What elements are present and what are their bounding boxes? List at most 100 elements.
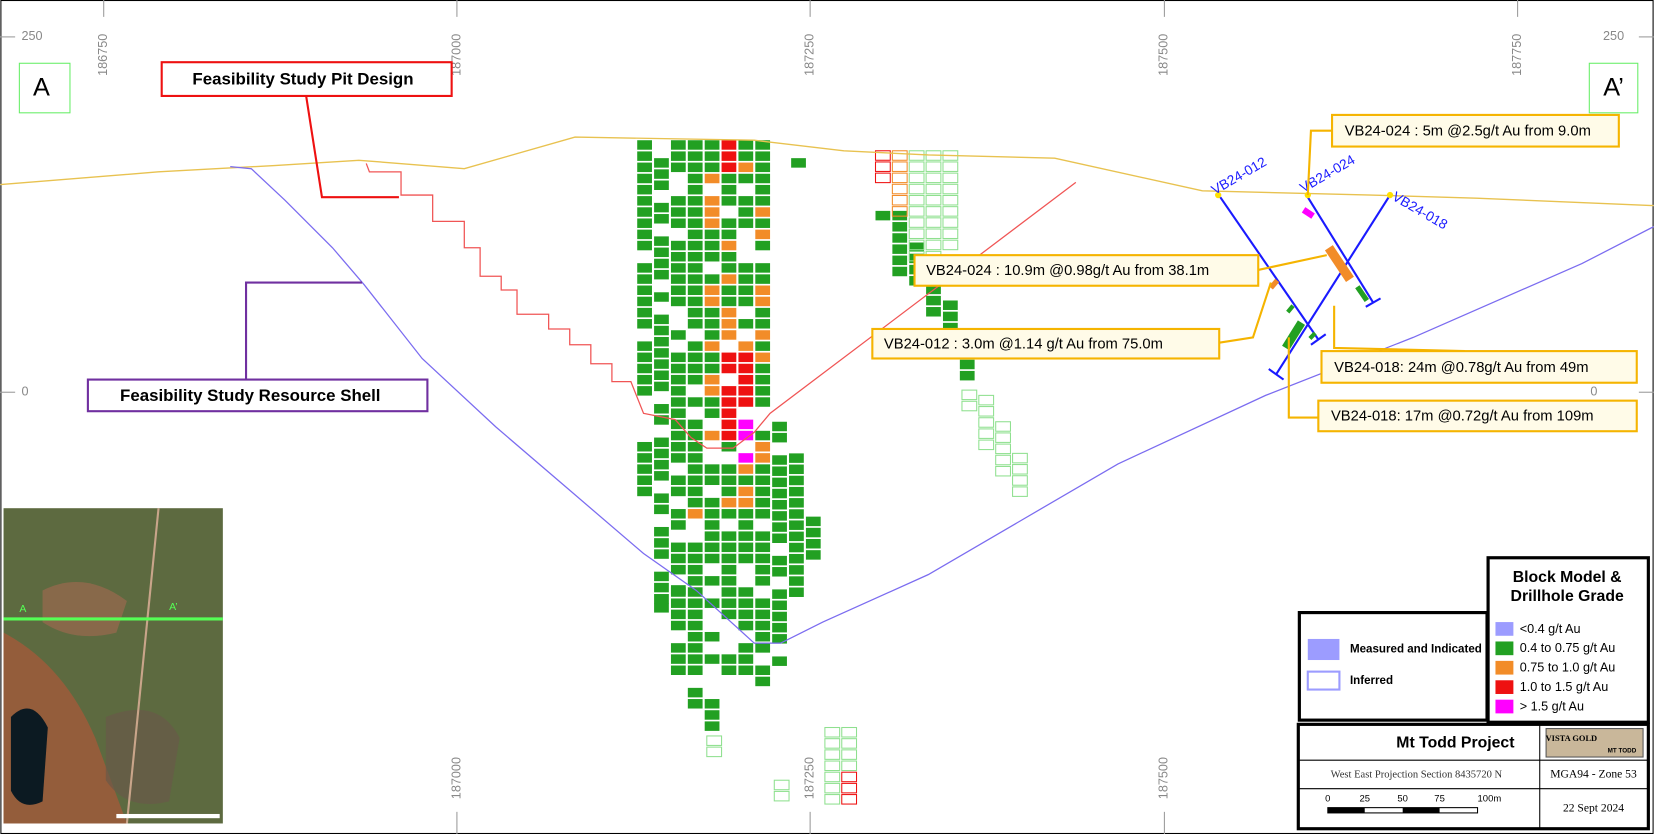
block [704, 319, 720, 329]
legend-swatch [1307, 638, 1340, 661]
block [908, 239, 925, 251]
block [908, 217, 925, 228]
block [654, 549, 669, 559]
block [738, 620, 754, 631]
block [738, 374, 754, 385]
block [654, 325, 669, 336]
block [755, 553, 771, 564]
block [738, 609, 754, 620]
block [772, 466, 787, 476]
block [772, 634, 787, 644]
block [721, 464, 737, 474]
legend-title: Drillhole Grade [1511, 588, 1624, 605]
block [687, 453, 703, 463]
block [670, 374, 686, 385]
block [687, 475, 703, 486]
block [805, 550, 821, 560]
block [892, 266, 908, 277]
block [670, 363, 686, 374]
block [841, 726, 858, 738]
block [755, 620, 771, 631]
block [942, 322, 958, 333]
block [704, 173, 720, 184]
block [721, 319, 737, 329]
block [687, 162, 703, 173]
block [1012, 452, 1028, 464]
block [738, 430, 754, 441]
block [925, 161, 942, 172]
block [891, 194, 908, 206]
block [824, 771, 841, 783]
block [978, 406, 995, 417]
block [755, 576, 771, 586]
block [824, 749, 841, 760]
block [755, 296, 771, 307]
block [721, 564, 737, 575]
inset-map [3, 508, 223, 824]
block [789, 453, 804, 463]
block [892, 222, 908, 232]
block [670, 564, 686, 575]
block [670, 585, 686, 595]
block [721, 419, 737, 430]
block [704, 509, 720, 519]
block [687, 374, 703, 385]
block [1012, 475, 1028, 486]
section-label: A’ [1603, 73, 1624, 101]
block [755, 665, 771, 676]
block [704, 140, 720, 150]
block [687, 486, 703, 497]
legend-title: Block Model & [1513, 569, 1622, 586]
block [704, 542, 720, 553]
block [687, 620, 703, 631]
block [670, 251, 686, 262]
block [654, 571, 669, 582]
block [670, 240, 686, 251]
block [637, 184, 652, 195]
callout: VB24-018: 24m @0.78g/t Au from 49m [1334, 360, 1588, 376]
block [995, 421, 1011, 432]
legend-items: <0.4 g/t Au 0.4 to 0.75 g/t Au 0.75 to 1.0… [1495, 622, 1615, 713]
block [942, 194, 959, 206]
date-text: 22 Sept 2024 [1563, 801, 1624, 814]
block [978, 439, 995, 451]
scale-bar [1327, 807, 1479, 814]
block [805, 538, 821, 549]
inset-label: A’ [169, 601, 178, 613]
callout: VB24-018: 17m @0.72g/t Au from 109m [1331, 408, 1594, 424]
block [925, 239, 942, 251]
axis-label: 187250 [802, 34, 816, 76]
block [704, 397, 720, 407]
axis-label: 187500 [1157, 34, 1171, 76]
block [925, 183, 942, 195]
block [755, 643, 771, 653]
block [824, 726, 841, 738]
block [670, 352, 686, 363]
axis-label: 186750 [96, 34, 110, 76]
block [637, 352, 652, 363]
block [670, 274, 686, 284]
block [824, 794, 841, 805]
block [738, 520, 754, 530]
legend-swatch [1306, 670, 1341, 691]
block [687, 240, 703, 251]
block [755, 486, 771, 497]
block [704, 151, 720, 161]
block [704, 631, 720, 642]
block [772, 432, 787, 443]
block [637, 475, 652, 486]
block [755, 430, 771, 441]
block [687, 363, 703, 374]
block [637, 464, 652, 474]
block [704, 576, 720, 586]
block [824, 760, 841, 772]
section-text: West East Projection Section 8435720 N [1331, 769, 1503, 780]
block [841, 760, 858, 772]
block [755, 497, 771, 508]
block [654, 404, 669, 414]
block [687, 687, 703, 698]
block [908, 172, 925, 184]
block [687, 576, 703, 586]
block [738, 140, 754, 150]
